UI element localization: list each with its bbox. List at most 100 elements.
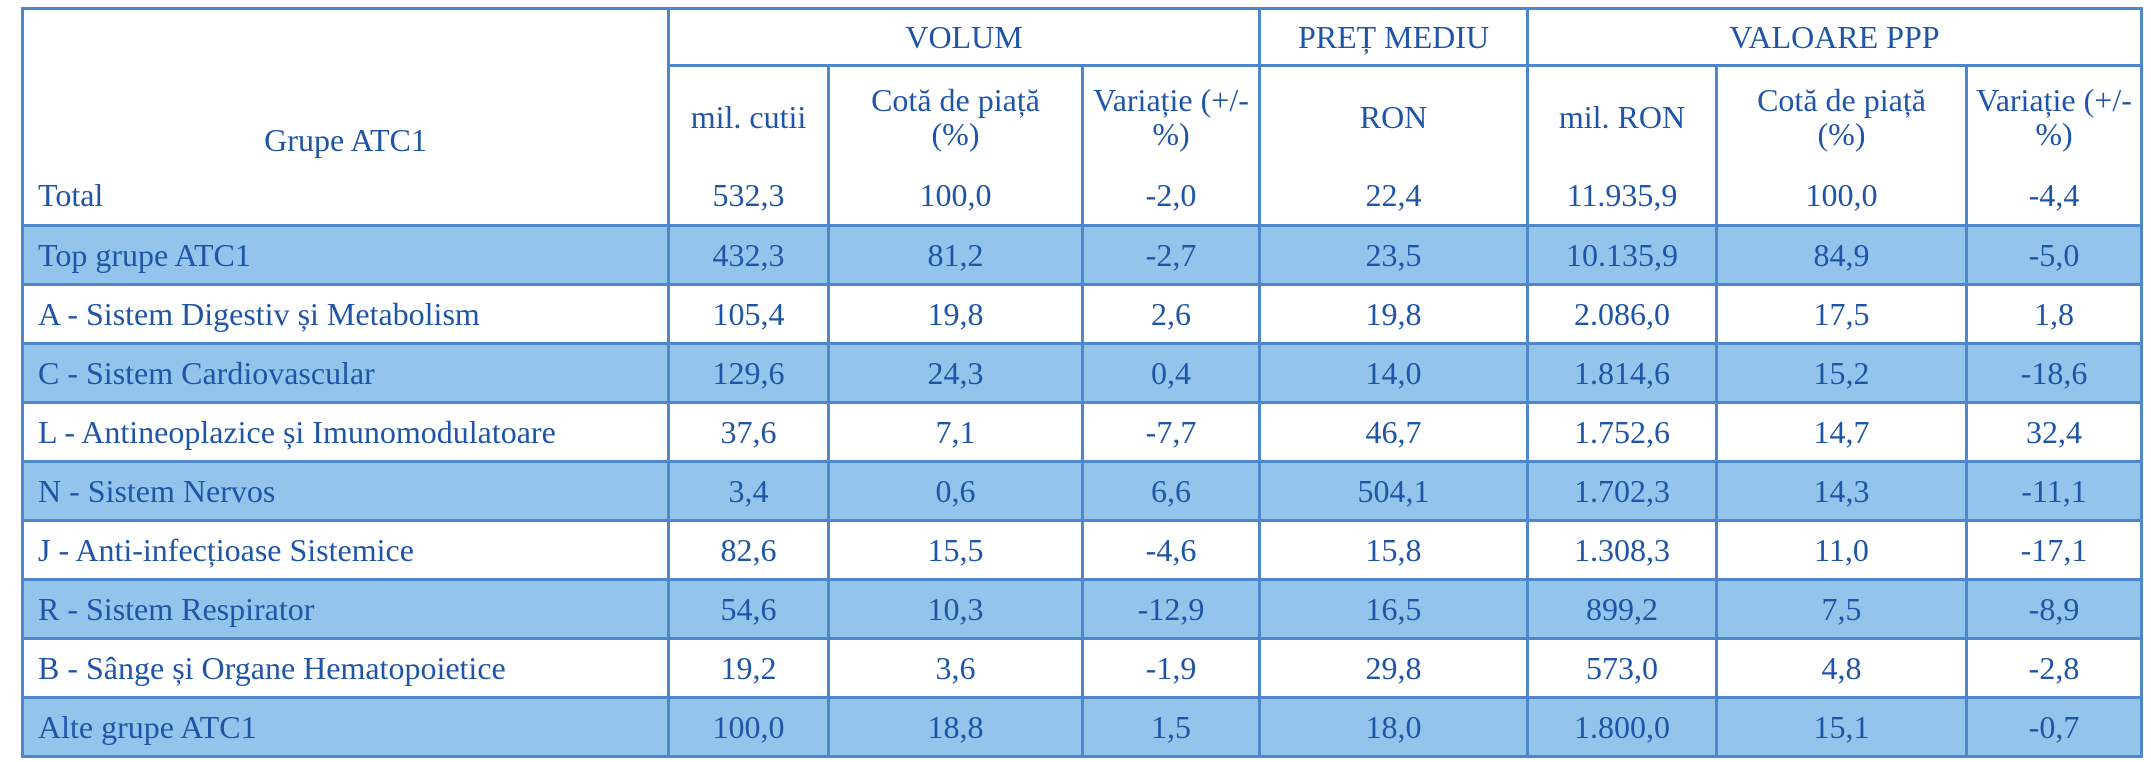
cell: 84,9 (1715, 224, 1968, 286)
table-body: Grupe ATC1 VOLUM PREȚ MEDIU VALOARE PPP mil.… (21, 7, 2143, 758)
subheader-text: Cotă de piață (%) (871, 81, 1040, 152)
row-label: A - Sistem Digestiv și Metabolism (21, 283, 670, 345)
table-row: A - Sistem Digestiv și Metabolism 105,4 19… (21, 283, 2143, 345)
cell: 19,2 (667, 637, 830, 699)
header-row: Grupe ATC1 VOLUM PREȚ MEDIU VALOARE PPP (21, 7, 2143, 167)
cell: 16,5 (1258, 578, 1529, 640)
row-label: N - Sistem Nervos (21, 460, 670, 522)
cell: 432,3 (667, 224, 830, 286)
cell: 2,6 (1081, 283, 1261, 345)
cell: -2,7 (1081, 224, 1261, 286)
cell: 6,6 (1081, 460, 1261, 522)
cell: -4,4 (1965, 166, 2143, 227)
cell: 23,5 (1258, 224, 1529, 286)
subheader-text: Cotă de piață (%) (1757, 81, 1926, 152)
cell: 7,1 (827, 401, 1084, 463)
cell: 15,1 (1715, 696, 1968, 758)
subheader: Cotă de piață (%) (827, 64, 1084, 167)
cell: 15,5 (827, 519, 1084, 581)
cell: 1,8 (1965, 283, 2143, 345)
cell: 1.308,3 (1526, 519, 1718, 581)
cell: 100,0 (1715, 166, 1968, 227)
subheader: mil. cutii (667, 64, 830, 167)
cell: 100,0 (667, 696, 830, 758)
cell: 573,0 (1526, 637, 1718, 699)
cell: 4,8 (1715, 637, 1968, 699)
subheader: RON (1258, 64, 1529, 167)
cell: -1,9 (1081, 637, 1261, 699)
cell: 1.814,6 (1526, 342, 1718, 404)
header-cell: Grupe ATC1 (21, 7, 670, 167)
group-header: VALOARE PPP (1526, 7, 2143, 67)
row-label: Top grupe ATC1 (21, 224, 670, 286)
cell: -7,7 (1081, 401, 1261, 463)
cell: 0,6 (827, 460, 1084, 522)
subheader: Cotă de piață (%) (1715, 64, 1968, 167)
group-header: PREȚ MEDIU (1258, 7, 1529, 67)
cell: 1.702,3 (1526, 460, 1718, 522)
cell: 10.135,9 (1526, 224, 1718, 286)
cell: 18,0 (1258, 696, 1529, 758)
cell: 0,4 (1081, 342, 1261, 404)
cell: 17,5 (1715, 283, 1968, 345)
cell: 105,4 (667, 283, 830, 345)
cell: -11,1 (1965, 460, 2143, 522)
cell: 32,4 (1965, 401, 2143, 463)
row-label: J - Anti-infecțioase Sistemice (21, 519, 670, 581)
cell: 14,0 (1258, 342, 1529, 404)
cell: 899,2 (1526, 578, 1718, 640)
cell: 14,7 (1715, 401, 1968, 463)
table-row: Total 532,3 100,0 -2,0 22,4 11.935,9 100,0 -4,4 (21, 166, 2143, 227)
cell: -8,9 (1965, 578, 2143, 640)
cell: 1,5 (1081, 696, 1261, 758)
cell: 11,0 (1715, 519, 1968, 581)
cell: 19,8 (827, 283, 1084, 345)
cell: -0,7 (1965, 696, 2143, 758)
subheader-text: mil. RON (1558, 98, 1686, 135)
cell: 504,1 (1258, 460, 1529, 522)
cell: 7,5 (1715, 578, 1968, 640)
subheader-text: RON (1359, 98, 1428, 135)
row-label: Total (21, 166, 670, 227)
cell: 14,3 (1715, 460, 1968, 522)
subheader-row: mil. cutii Cotă de piață (%) Variație (+/-… (23, 64, 2143, 167)
subheader: mil. RON (1526, 64, 1718, 167)
cell: 10,3 (827, 578, 1084, 640)
cell: 46,7 (1258, 401, 1529, 463)
cell: 82,6 (667, 519, 830, 581)
table-row: J - Anti-infecțioase Sistemice 82,6 15,5 -4… (21, 519, 2143, 581)
cell: 37,6 (667, 401, 830, 463)
cell: -18,6 (1965, 342, 2143, 404)
cell: 29,8 (1258, 637, 1529, 699)
cell: -2,8 (1965, 637, 2143, 699)
cell: 24,3 (827, 342, 1084, 404)
data-table: Grupe ATC1 VOLUM PREȚ MEDIU VALOARE PPP mil.… (21, 7, 2143, 758)
cell: 129,6 (667, 342, 830, 404)
table-row: Alte grupe ATC1 100,0 18,8 1,5 18,0 1.800,0 15… (21, 696, 2143, 758)
cell: -5,0 (1965, 224, 2143, 286)
cell: 15,2 (1715, 342, 1968, 404)
cell: -4,6 (1081, 519, 1261, 581)
subheader-text: mil. cutii (690, 98, 807, 135)
cell: 15,8 (1258, 519, 1529, 581)
cell: 532,3 (667, 166, 830, 227)
cell: 1.752,6 (1526, 401, 1718, 463)
cell: 54,6 (667, 578, 830, 640)
table-row: Top grupe ATC1 432,3 81,2 -2,7 23,5 10.135,9 8… (21, 224, 2143, 286)
table-row: R - Sistem Respirator 54,6 10,3 -12,9 16,5 89… (21, 578, 2143, 640)
table-row: N - Sistem Nervos 3,4 0,6 6,6 504,1 1.702,3 14… (21, 460, 2143, 522)
cell: 81,2 (827, 224, 1084, 286)
table-row: B - Sânge și Organe Hematopoietice 19,2 3,… (21, 637, 2143, 699)
table-row: L - Antineoplazice și Imunomodulatoare 37… (21, 401, 2143, 463)
cell: 19,8 (1258, 283, 1529, 345)
cell: 3,6 (827, 637, 1084, 699)
subheader: Variație (+/- %) (1081, 64, 1261, 167)
row-label: Alte grupe ATC1 (21, 696, 670, 758)
subheader-text: Variație (+/- %) (1976, 81, 2132, 152)
cell: 2.086,0 (1526, 283, 1718, 345)
cell: -2,0 (1081, 166, 1261, 227)
row-label: R - Sistem Respirator (21, 578, 670, 640)
cell: 100,0 (827, 166, 1084, 227)
subheader-text: Variație (+/- %) (1093, 81, 1249, 152)
